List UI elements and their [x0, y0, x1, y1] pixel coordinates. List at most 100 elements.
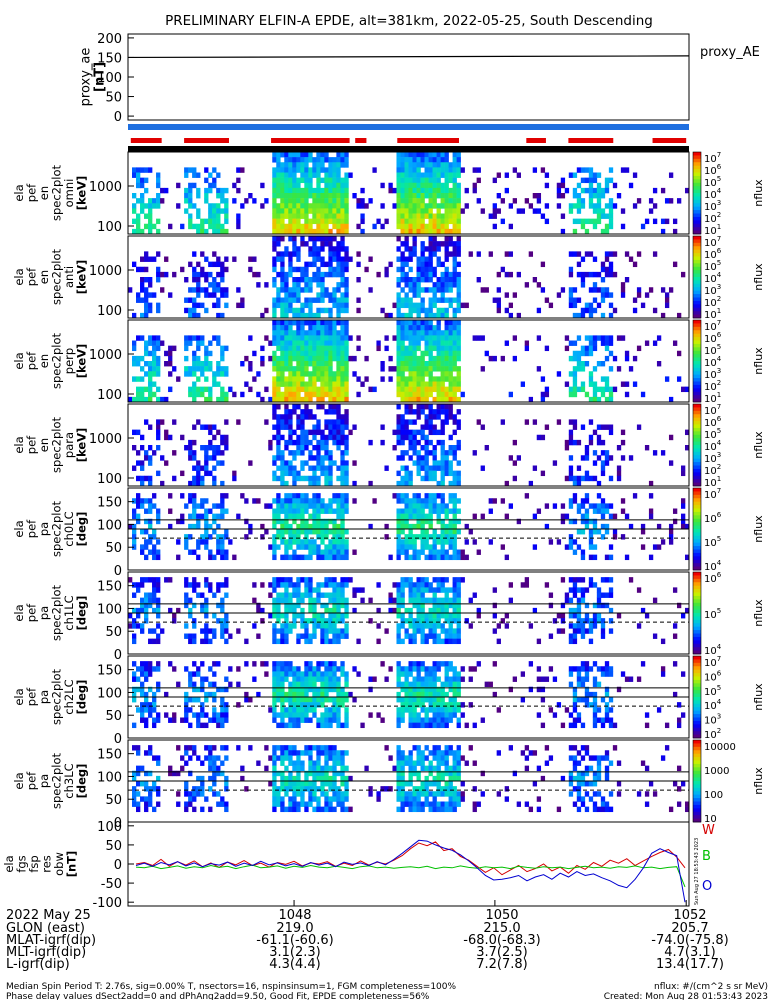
spectrogram-cell: [156, 424, 161, 430]
spectrogram-cell: [432, 470, 437, 477]
spectrogram-cell: [672, 518, 678, 525]
spectrogram-cell: [540, 261, 546, 268]
spectrogram-cell: [452, 587, 457, 593]
spectrogram-cell: [424, 518, 429, 525]
spectrogram-cell: [220, 618, 225, 624]
spectrogram-cell: [588, 218, 594, 225]
spectrogram-cell: [360, 187, 365, 194]
spectrogram-cell: [192, 503, 197, 509]
spectrogram-cell: [416, 717, 421, 723]
spectrogram-cell: [576, 613, 582, 619]
spectrogram-cell: [612, 251, 618, 257]
spectrogram-cell: [304, 429, 309, 436]
spectrogram-cell: [588, 638, 594, 645]
spectrogram-cell: [336, 208, 341, 214]
spectrogram-cell: [336, 691, 341, 698]
spectrogram-cell: [600, 450, 606, 456]
spectrogram-cell: [220, 345, 225, 352]
spectrogram-ylabel-line: perp: [62, 348, 76, 374]
spectrogram-cell: [452, 592, 457, 598]
spectrogram-cell: [404, 350, 409, 357]
spectrogram-cell: [680, 465, 686, 471]
spectrogram-cell: [312, 465, 317, 471]
spectrogram-cell: [248, 366, 253, 372]
spectrogram-cell: [332, 508, 337, 514]
spectrogram-cell: [276, 292, 281, 298]
spectrogram-cell: [500, 266, 505, 273]
spectrogram-cell: [336, 539, 341, 545]
spectrogram-cell: [132, 623, 137, 629]
spectrogram-cell: [272, 577, 277, 583]
spectrogram-cell: [456, 320, 461, 326]
spectrogram-cell: [208, 691, 213, 698]
spectrogram-cell: [404, 633, 409, 639]
spectrogram-cell: [416, 455, 421, 461]
spectrogram-cell: [396, 439, 401, 446]
spectrogram-cell: [148, 686, 153, 693]
spectrogram-cell: [412, 381, 417, 387]
spectrogram-cell: [568, 429, 574, 436]
spectrogram-cell: [424, 325, 429, 331]
spectrogram-cell: [408, 666, 413, 672]
spectrogram-cell: [292, 618, 297, 624]
colorbar-swatch: [693, 253, 701, 257]
spectrogram-cell: [420, 355, 425, 362]
spectrogram-cell: [276, 172, 281, 178]
spectrogram-cell: [272, 549, 277, 555]
spectrogram-cell: [396, 513, 401, 520]
spectrogram-cell: [280, 475, 285, 482]
spectrogram-cell: [660, 638, 666, 645]
spectrogram-cell: [424, 162, 429, 168]
spectrogram-cell: [404, 493, 409, 499]
spectrogram-cell: [432, 475, 437, 482]
spectrogram-cell: [344, 340, 349, 346]
spectrogram-cell: [332, 381, 337, 387]
spectrogram-cell: [316, 503, 321, 509]
spectrogram-cell: [308, 597, 313, 604]
spectrogram-cell: [368, 676, 373, 682]
spectrogram-cell: [168, 345, 173, 352]
spectrogram-cell: [276, 404, 281, 410]
spectrogram-cell: [200, 228, 205, 235]
colorbar-swatch: [693, 546, 701, 550]
spectrogram-cell: [304, 539, 309, 545]
spectrogram-cell: [280, 256, 285, 262]
spectrogram-cell: [592, 193, 598, 199]
spectrogram-cell: [536, 193, 542, 199]
spectrogram-cell: [584, 513, 590, 520]
spectrogram-cell: [396, 470, 401, 477]
spectrogram-cell: [132, 228, 137, 235]
spectrogram-cell: [432, 544, 437, 550]
spectrogram-cell: [400, 623, 405, 629]
spectrogram-cell: [320, 445, 325, 451]
spectrogram-cell: [456, 554, 461, 561]
spectrogram-cell: [428, 162, 433, 168]
colorbar-label: nflux: [752, 431, 765, 459]
spectrogram-panel: 150100500elapefpaspec2plotch2LC[deg]1071…: [12, 655, 765, 747]
spectrogram-cell: [636, 587, 642, 593]
spectrogram-cell: [400, 366, 405, 372]
spectrogram-cell: [364, 355, 369, 362]
spectrogram-cell: [580, 592, 586, 598]
spectrogram-cell: [280, 592, 285, 598]
spectrogram-cell: [316, 172, 321, 178]
spectrogram-cell: [416, 671, 421, 677]
spectrogram-cell: [600, 592, 606, 598]
spectrogram-cell: [324, 371, 329, 377]
spectrogram-cell: [176, 539, 181, 545]
spectrogram-cell: [412, 223, 417, 230]
spectrogram-cell: [344, 361, 349, 367]
spectrogram-cell: [136, 475, 141, 482]
spectrogram-cell: [528, 396, 534, 403]
spectrogram-cell: [364, 266, 369, 273]
colorbar-swatch: [693, 287, 701, 292]
spectrogram-cell: [328, 686, 333, 693]
spectrogram-cell: [308, 335, 313, 341]
spectrogram-ylabel-line: pef: [24, 603, 38, 622]
spectrogram-cell: [388, 355, 393, 362]
spectrogram-cell: [272, 607, 277, 614]
spectrogram-cell: [272, 717, 277, 723]
spectrogram-cell: [316, 544, 321, 550]
spectrogram-cell: [436, 480, 441, 487]
spectrogram-cell: [408, 419, 413, 425]
